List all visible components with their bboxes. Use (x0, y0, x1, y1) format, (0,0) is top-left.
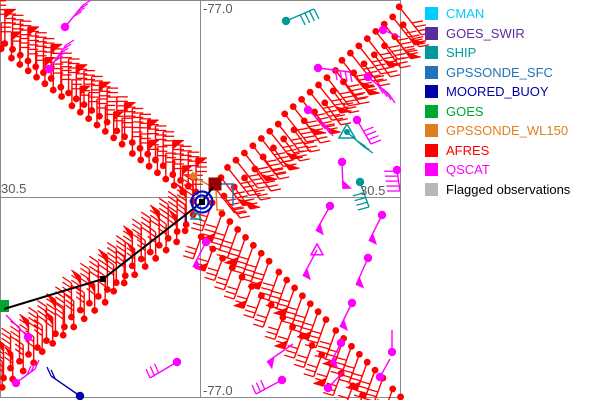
obs-qscat[interactable] (352, 115, 382, 145)
legend-label: GOES_SWIR (446, 25, 525, 41)
obs-qscat[interactable] (387, 330, 397, 357)
obs-ship[interactable] (281, 8, 320, 26)
legend-label: GPSSONDE_SFC (446, 64, 553, 80)
obs-qscat[interactable] (313, 63, 353, 83)
legend-item-goes-swir[interactable]: GOES_SWIR (425, 25, 570, 41)
legend-label: Flagged observations (446, 181, 571, 197)
obs-qscat[interactable] (303, 105, 334, 137)
obs-qscat[interactable] (11, 359, 40, 388)
obs-qscat[interactable] (329, 338, 346, 369)
axis-label-latitude-right: 30.5 (360, 183, 386, 198)
selection-node (100, 276, 106, 282)
legend-item-cman[interactable]: CMAN (425, 6, 570, 21)
obs-qscat[interactable] (337, 157, 352, 190)
obs-moored-buoy[interactable] (46, 366, 85, 400)
legend-item-goes[interactable]: GOES (425, 103, 570, 119)
legend-item-qscat[interactable]: QSCAT (425, 162, 570, 177)
legend-item-flagged-observations[interactable]: Flagged observations (425, 181, 571, 197)
legend-swatch (425, 124, 438, 137)
selection-circle (190, 190, 214, 214)
legend-label: AFRES (446, 142, 490, 158)
afres-band-se[interactable] (182, 199, 404, 400)
selection-link-line (3, 186, 214, 310)
legend-item-afres[interactable]: AFRES (425, 142, 570, 158)
obs-qscat[interactable] (323, 370, 345, 393)
legend-item-ship[interactable]: SHIP (425, 45, 570, 60)
obs-gpssonde-sfc[interactable] (217, 183, 234, 206)
obs-qscat[interactable] (315, 201, 335, 236)
afres-band-sw[interactable] (0, 174, 197, 399)
obs-qscat[interactable] (355, 253, 373, 289)
legend-swatch (425, 104, 438, 118)
legend-label: CMAN (446, 6, 485, 21)
obs-qscat[interactable] (5, 314, 33, 342)
obs-ship[interactable] (352, 177, 370, 211)
obs-qscat[interactable] (384, 165, 402, 192)
obs-qscat[interactable] (378, 25, 401, 38)
legend-swatch (425, 46, 438, 59)
selection-node (199, 199, 205, 205)
obs-qscat[interactable] (44, 39, 75, 74)
obs-qscat[interactable] (192, 237, 211, 272)
legend-swatch (425, 26, 438, 40)
obs-goes[interactable] (0, 300, 9, 312)
obs-qscat[interactable] (251, 375, 287, 395)
legend-label: GPSSONDE_WL150 (446, 123, 569, 138)
legend-swatch (425, 163, 438, 176)
legend-label: GOES (446, 103, 484, 119)
legend-label: MOORED_BUOY (446, 84, 549, 99)
obs-qscat[interactable] (60, 0, 92, 32)
legend-label: QSCAT (446, 162, 490, 177)
obs-qscat[interactable] (145, 357, 182, 379)
legend-item-gpssonde-wl150[interactable]: GPSSONDE_WL150 (425, 123, 570, 138)
axis-label-longitude-top: -77.0 (203, 1, 233, 16)
obs-qscat[interactable] (266, 343, 294, 370)
obs-ship[interactable] (189, 208, 203, 220)
selection-overlay (3, 177, 222, 310)
legend-label: SHIP (446, 45, 477, 60)
legend-item-gpssonde-sfc[interactable]: GPSSONDE_SFC (425, 64, 570, 80)
legend-swatch (425, 182, 438, 196)
legend-swatch (425, 143, 438, 157)
obs-qscat[interactable] (368, 210, 387, 246)
afres-band-nw[interactable] (0, 0, 207, 205)
legend-item-moored-buoy[interactable]: MOORED_BUOY (425, 84, 570, 99)
axis-label-longitude-bottom: -77.0 (203, 383, 233, 398)
selected-obs-square[interactable] (208, 177, 222, 191)
obs-gpssonde-wl150[interactable] (195, 177, 224, 211)
legend-swatch (425, 7, 438, 20)
legend-swatch (425, 85, 438, 98)
obs-qscat[interactable] (339, 298, 357, 332)
obs-qscat[interactable] (363, 72, 396, 104)
selection-circle (194, 194, 210, 210)
obs-qscat[interactable] (302, 242, 325, 281)
legend-swatch (425, 65, 438, 79)
obs-ship[interactable] (337, 122, 374, 154)
obs-qscat[interactable] (375, 358, 391, 382)
axis-label-latitude-left: 30.5 (1, 181, 27, 196)
legend-panel: CMAN GOES_SWIR SHIP GPSSONDE_SFC MOORED_BUOY… (425, 6, 571, 197)
obs-gpssonde-wl150[interactable] (188, 171, 198, 181)
